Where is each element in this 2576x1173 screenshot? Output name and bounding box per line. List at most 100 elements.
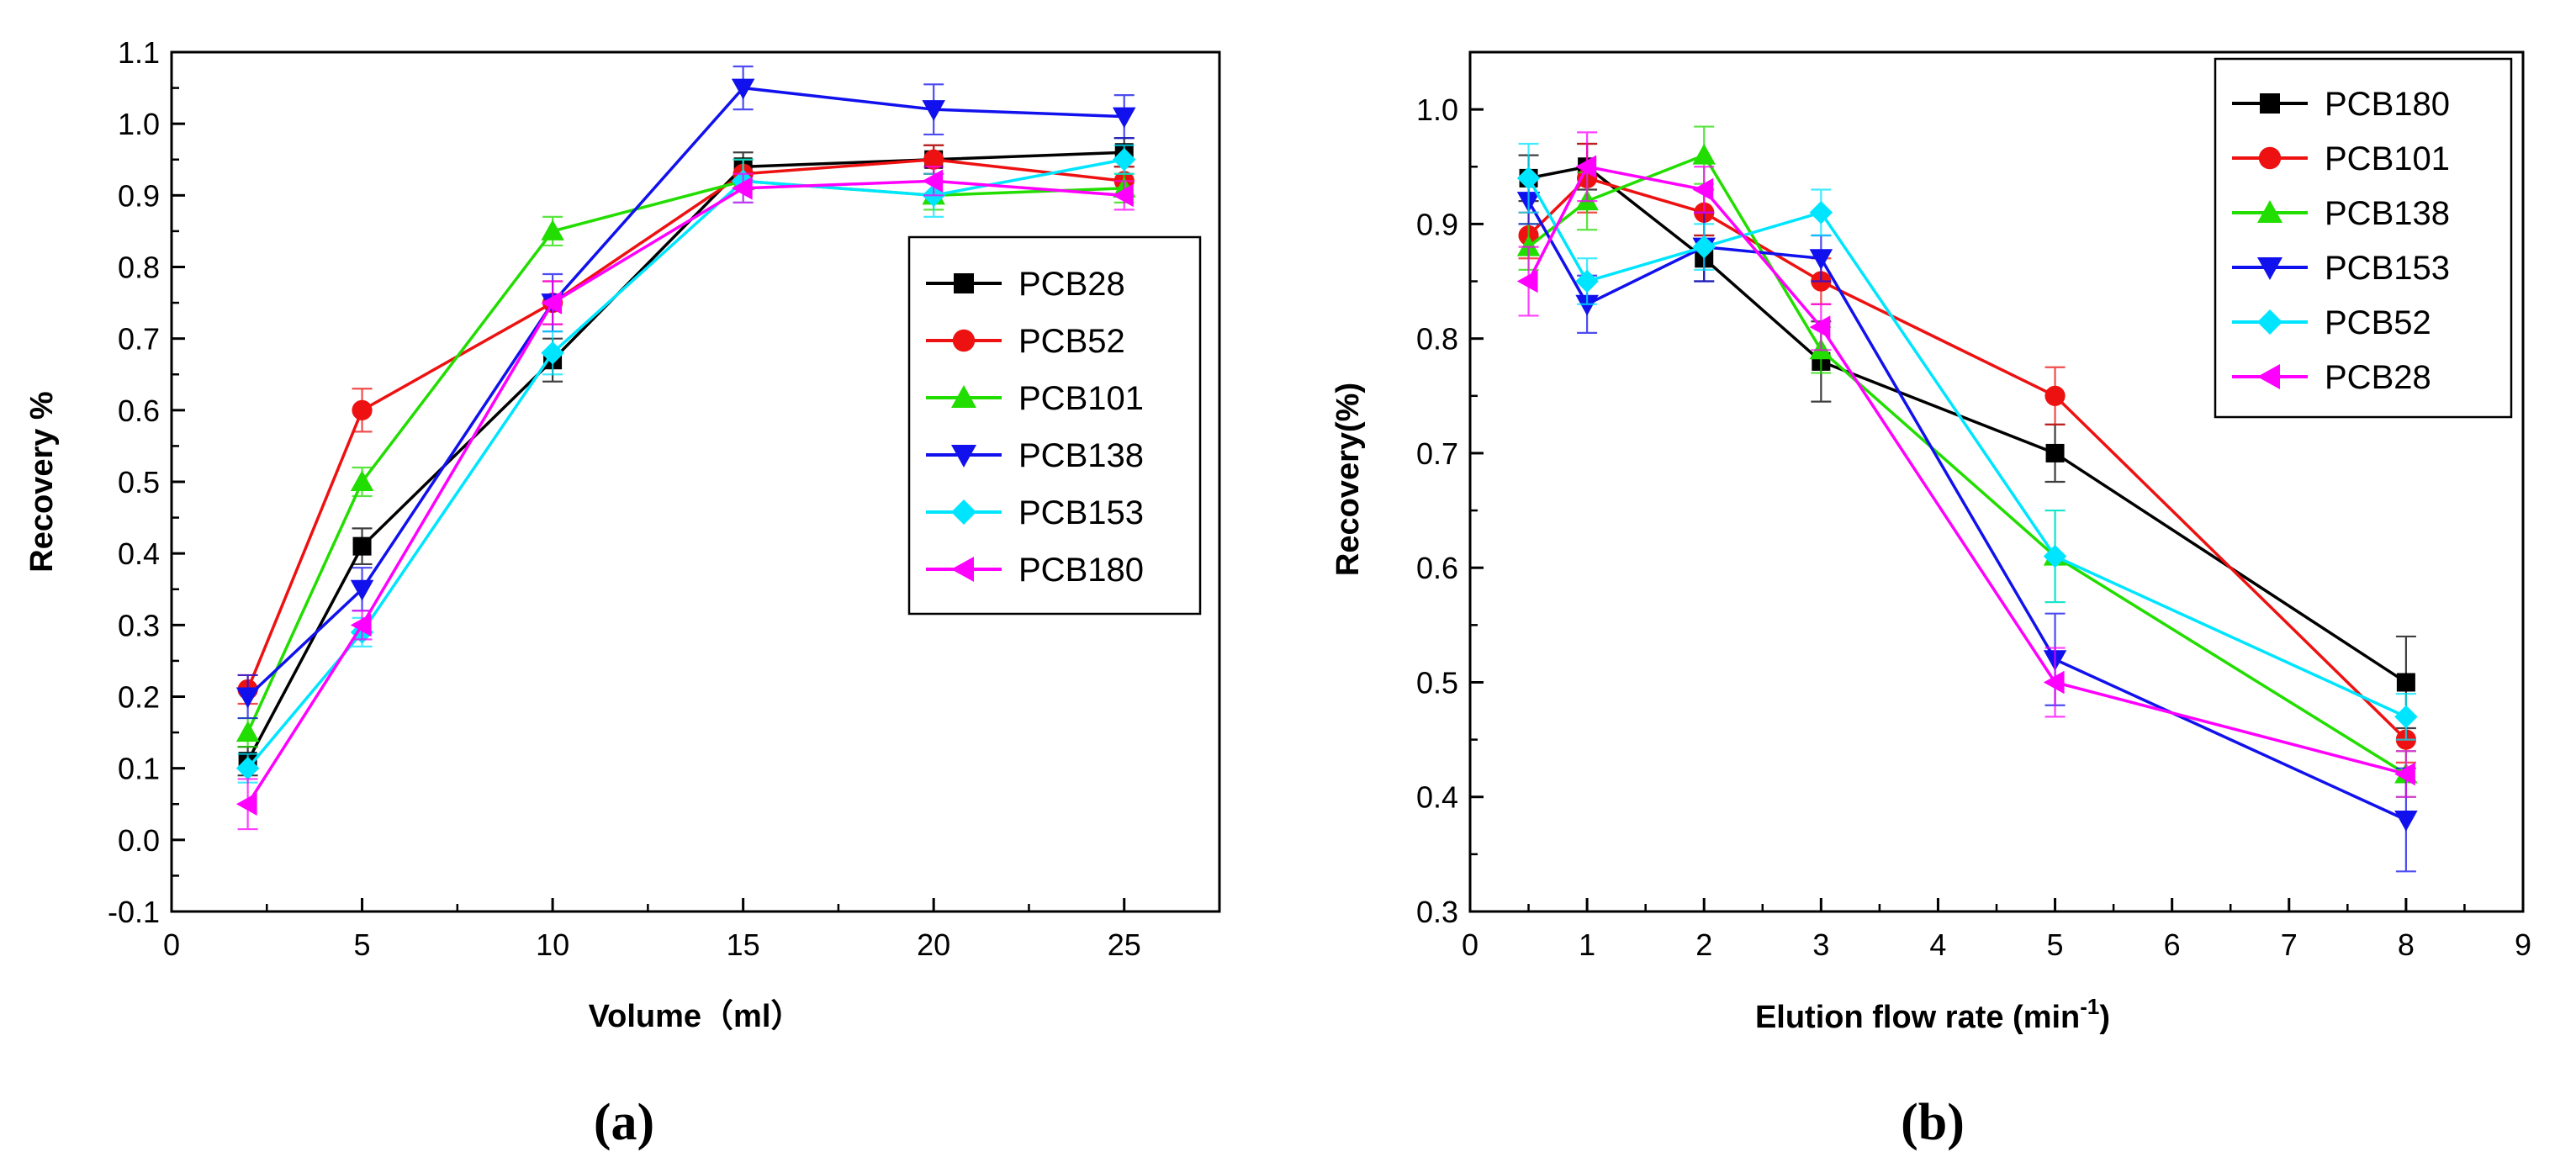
chart-a-legend-label: PCB101: [1018, 380, 1144, 417]
chart-b-legend-swatch-marker: [2257, 309, 2282, 335]
chart-b-series-line: [1526, 165, 2407, 776]
chart-b-legend-box: [2214, 57, 2513, 419]
chart-a-legend-swatch-marker: [951, 445, 976, 468]
chart-b-data-point: [1575, 155, 1597, 179]
chart-b-x-tick-label: 1: [1579, 927, 1595, 962]
chart-a-x-tick-label: 25: [1108, 927, 1141, 962]
chart-b-legend-label: PCB180: [2325, 86, 2450, 123]
chart-b-x-tick-label: 4: [1929, 927, 1946, 962]
chart-b-x-tick-label: 8: [2398, 927, 2415, 962]
chart-a-y-tick-label: 0.4: [118, 536, 160, 571]
chart-a-data-point: [1112, 107, 1136, 129]
chart-b-x-axis-label-sup: -1: [2080, 994, 2099, 1019]
chart-a-y-tick-label: 0.2: [118, 680, 160, 715]
chart-b-data-point: [1575, 294, 1599, 316]
chart-b-data-point: [1809, 249, 1833, 271]
chart-a-legend-item: PCB28: [926, 266, 1125, 303]
chart-b-data-point: [2044, 385, 2066, 406]
chart-b-y-tick-label: 0.7: [1416, 436, 1458, 471]
chart-b-y-tick-label: 0.3: [1416, 895, 1458, 929]
chart-b-y-tick-label: 0.8: [1416, 322, 1458, 357]
chart-b-data-point: [2394, 705, 2418, 729]
chart-b-panel-label: (b): [1901, 1094, 1965, 1151]
chart-b-legend-item: PCB138: [2232, 195, 2450, 232]
chart-b-y-tick-label: 0.5: [1416, 665, 1458, 700]
chart-b-data-point: [1516, 235, 1541, 256]
chart-a-y-tick-label: 1.1: [118, 35, 160, 70]
chart-b-data-point: [1809, 315, 1831, 339]
chart-b-y-tick-label: 0.9: [1416, 207, 1458, 241]
chart-a-data-point: [235, 756, 260, 780]
chart-a-panel-label: (a): [594, 1094, 654, 1151]
chart-a-x-tick-label: 10: [536, 927, 569, 962]
chart-b-legend-label: PCB138: [2325, 195, 2450, 232]
chart-b-data-point: [2043, 544, 2067, 568]
chart-b-legend-swatch-marker: [2257, 257, 2282, 280]
chart-a-data-point: [352, 536, 372, 556]
chart-b-legend-label: PCB101: [2325, 140, 2450, 177]
chart-b-series-PCB28: [1516, 131, 2416, 798]
chart-a-series-line: [246, 86, 1124, 698]
chart-b-x-tick-label: 6: [2164, 927, 2181, 962]
chart-a-y-ticks: -0.1 0.0 0.1 0.2 0.3 0.4 0.5 0.6 0.7 0.8 0.9 1.0 1.1: [108, 35, 185, 929]
chart-a-legend-item: PCB180: [926, 552, 1144, 589]
chart-a-x-tick-label: 0: [163, 927, 180, 962]
chart-a-x-tick-label: 15: [727, 927, 760, 962]
chart-b-x-tick-label: 2: [1695, 927, 1712, 962]
chart-a-data-point: [922, 169, 944, 193]
chart-a-legend-swatch-marker: [952, 329, 976, 352]
chart-b-y-axis-label: Recovery(%): [1330, 383, 1366, 576]
chart-b-series: [1516, 125, 2418, 873]
chart-a-y-tick-label: 0.0: [118, 823, 160, 858]
chart-a-x-ticks: 0 5 10 15 20 25: [163, 898, 1141, 962]
chart-a-legend-label: PCB153: [1018, 494, 1144, 531]
chart-a-data-point: [541, 341, 564, 365]
chart-b-legend-item: PCB52: [2232, 304, 2431, 341]
chart-a-data-point: [352, 399, 373, 420]
chart-b-y-tick-label: 1.0: [1416, 92, 1458, 127]
chart-b-legend: PCB180 PCB101 PCB138 PCB153 PCB52 PCB28: [2214, 57, 2513, 419]
chart-a-legend-label: PCB138: [1018, 437, 1144, 474]
chart-a-data-point: [922, 100, 945, 121]
chart-a: -0.1 0.0 0.1 0.2 0.3 0.4 0.5 0.6 0.7 0.8 0.9 1.0 1.1…: [24, 35, 1221, 1151]
chart-a-series-line: [246, 179, 1124, 733]
chart-a-legend-item: PCB153: [926, 494, 1144, 531]
chart-b-legend-label: PCB153: [2325, 250, 2450, 287]
chart-b-data-point: [1692, 177, 1714, 202]
chart-a-legend-items: PCB28 PCB52 PCB101 PCB138 PCB153 PCB180: [926, 266, 1144, 589]
chart-a-legend-label: PCB52: [1018, 323, 1125, 360]
chart-a-y-tick-label: 0.3: [118, 608, 160, 642]
chart-a-legend-swatch-marker: [951, 385, 976, 408]
chart-a-data-point: [350, 613, 372, 637]
chart-a-data-point: [235, 792, 257, 816]
chart-a-data-point: [1112, 148, 1136, 172]
chart-b-x-axis-label-end: ): [2099, 1000, 2110, 1035]
chart-b-legend-item: PCB153: [2232, 250, 2450, 287]
chart-b-legend-swatch-marker: [2260, 93, 2280, 114]
chart-b-series-line: [1528, 165, 2407, 684]
chart-b-x-tick-label: 0: [1462, 927, 1478, 962]
chart-a-y-tick-label: 0.7: [118, 322, 160, 357]
chart-b-x-axis-label-main: Elution flow rate (min: [1755, 1000, 2080, 1035]
chart-a-data-point: [731, 78, 755, 100]
chart-b-legend-item: PCB101: [2232, 140, 2450, 177]
chart-b-data-point: [1809, 201, 1833, 225]
chart-a-x-tick-label: 20: [917, 927, 950, 962]
chart-b-legend-swatch-marker: [2258, 146, 2282, 170]
chart-b-legend-label: PCB52: [2325, 304, 2431, 341]
chart-b-data-point: [1575, 269, 1599, 293]
chart-b-legend-swatch-marker: [2257, 364, 2280, 389]
chart-b-data-point: [1516, 269, 1538, 293]
chart-b-series-line: [1527, 200, 2407, 822]
chart-a-data-point: [235, 721, 260, 742]
chart-b-x-tick-label: 7: [2281, 927, 2298, 962]
chart-b-legend-label: PCB28: [2325, 359, 2431, 396]
chart-b-legend-item: PCB180: [2232, 86, 2450, 123]
chart-a-legend-label: PCB180: [1018, 552, 1144, 589]
chart-a-data-point: [350, 470, 374, 491]
chart-b-data-point: [2394, 810, 2418, 832]
chart-b-legend-items: PCB180 PCB101 PCB138 PCB153 PCB52 PCB28: [2232, 86, 2450, 396]
chart-a-legend-item: PCB101: [926, 380, 1144, 417]
chart-a-legend-label: PCB28: [1018, 266, 1125, 303]
chart-a-series: [235, 65, 1136, 831]
